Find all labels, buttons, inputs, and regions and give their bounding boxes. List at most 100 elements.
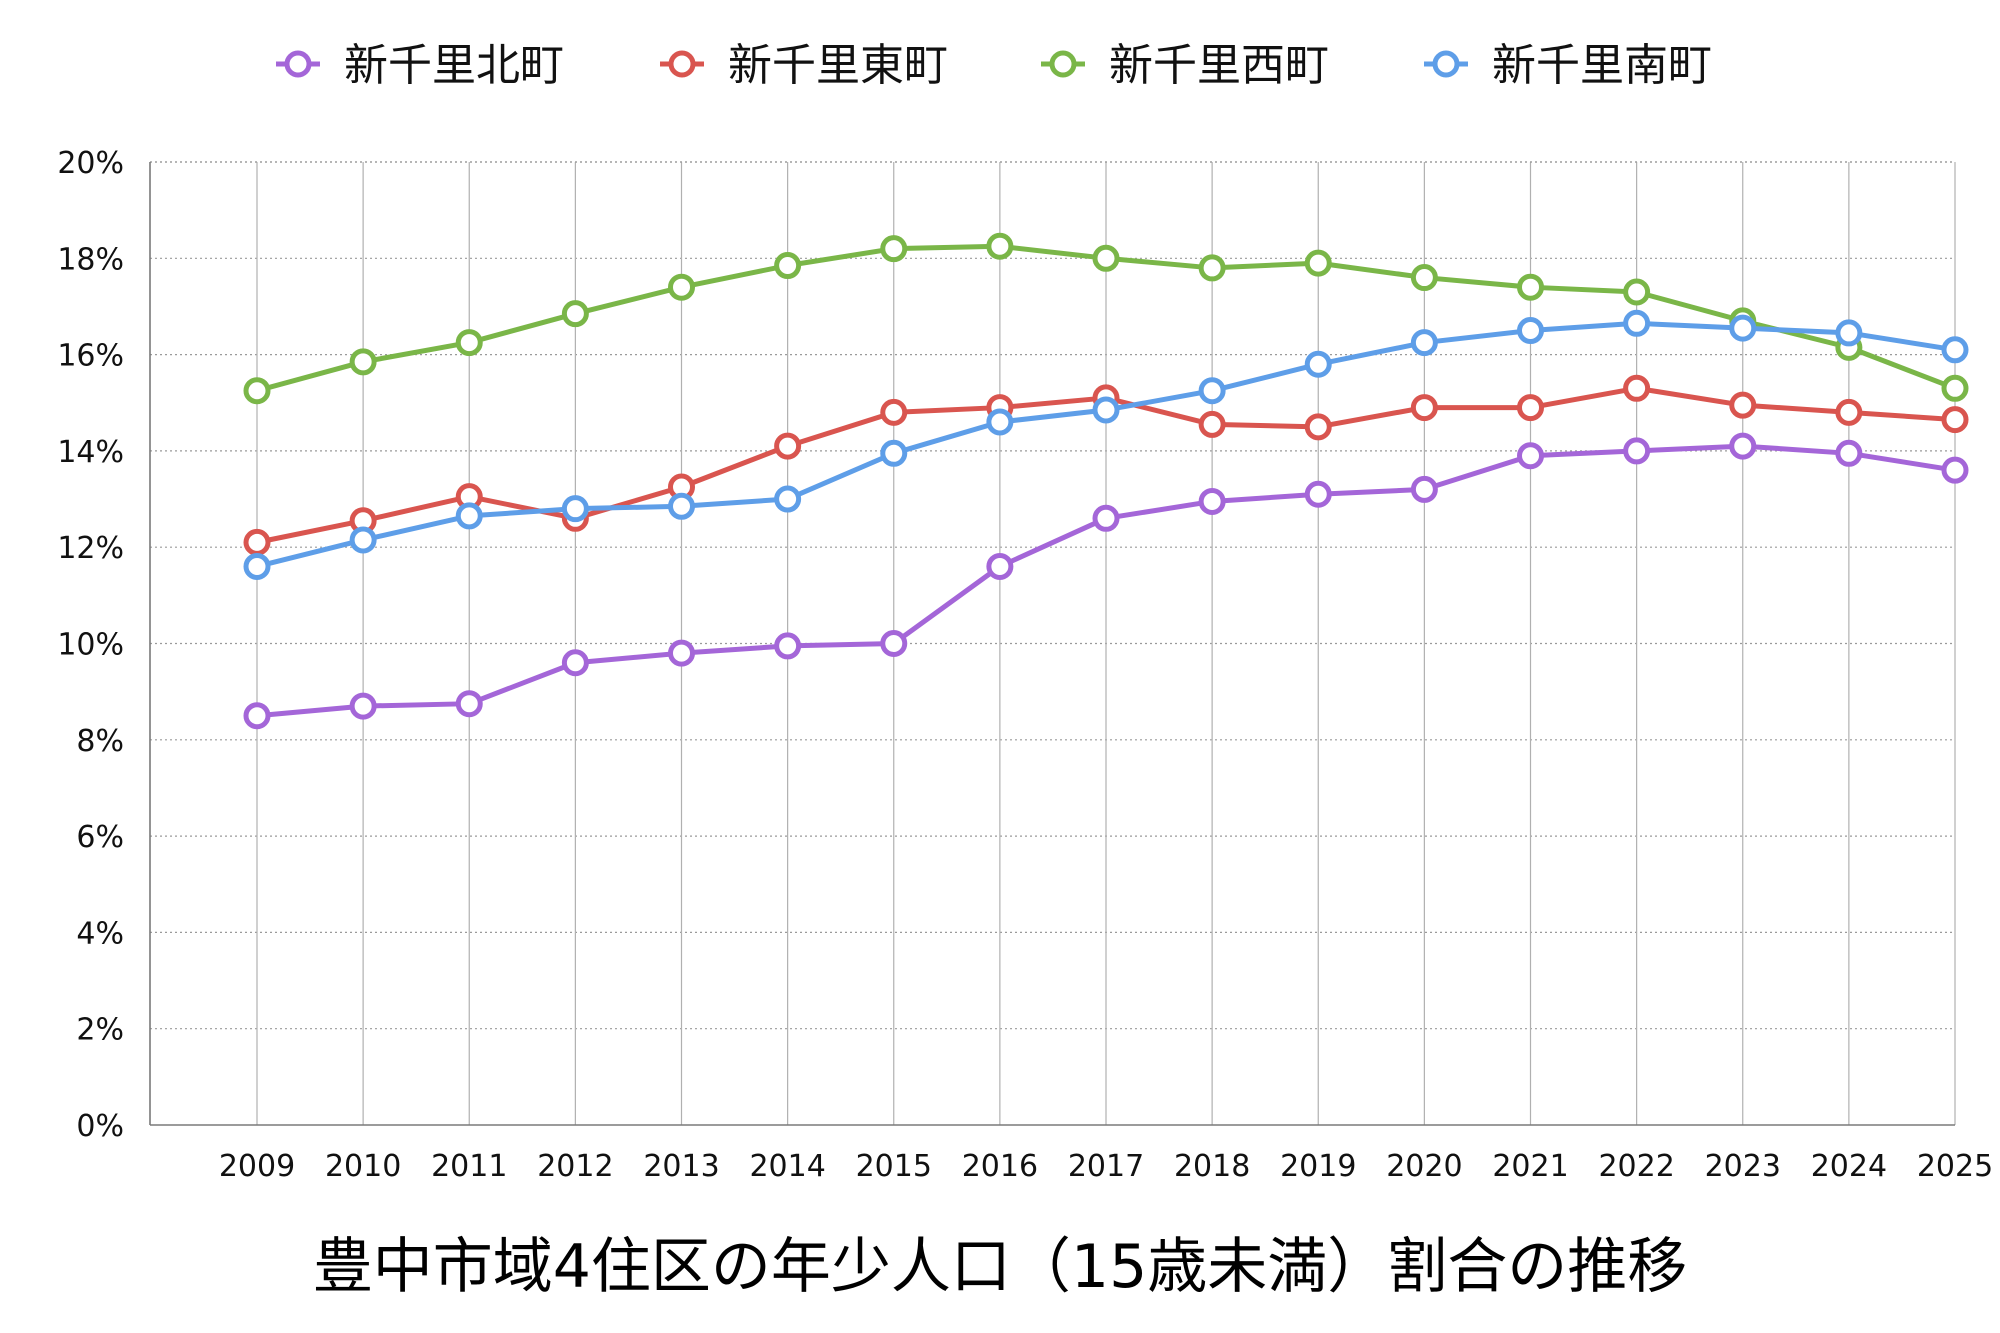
data-point (986, 232, 1014, 260)
data-point (1835, 439, 1863, 467)
x-tick-label: 2012 (537, 1149, 613, 1184)
data-point (1304, 480, 1332, 508)
data-point (1835, 398, 1863, 426)
x-tick-label: 2017 (1068, 1149, 1144, 1184)
data-point (1092, 244, 1120, 272)
x-tick-label: 2014 (749, 1149, 825, 1184)
legend-swatch-marker (668, 50, 696, 78)
data-point (1410, 475, 1438, 503)
x-tick-label: 2018 (1174, 1149, 1250, 1184)
x-tick-label: 2023 (1705, 1149, 1781, 1184)
data-point (1304, 350, 1332, 378)
data-point (1623, 374, 1651, 402)
y-tick-label: 10% (57, 628, 124, 663)
y-tick-label: 2% (76, 1013, 124, 1048)
data-point (455, 690, 483, 718)
data-point (880, 439, 908, 467)
axes: 0% 2% 4% 6% 8% 10% 12% 14% 16% 18% 20% 2009 2010 2011… (57, 146, 1993, 1184)
data-point (349, 526, 377, 554)
y-tick-label: 12% (57, 531, 124, 566)
data-point (668, 639, 695, 667)
legend-label: 新千里北町 (344, 40, 564, 91)
data-point (1835, 319, 1863, 347)
data-point (1198, 254, 1226, 282)
legend-label: 新千里東町 (728, 40, 948, 91)
legend-label: 新千里南町 (1492, 40, 1712, 91)
data-point (668, 273, 695, 301)
legend-item: 新千里南町 (1424, 40, 1712, 91)
data-point (1304, 413, 1332, 441)
data-point (880, 235, 908, 263)
x-tick-label: 2019 (1280, 1149, 1356, 1184)
x-tick-label: 2010 (325, 1149, 401, 1184)
data-point (1198, 377, 1226, 405)
data-point (1623, 437, 1651, 465)
y-tick-label: 18% (57, 242, 124, 277)
series-1 (243, 432, 1969, 730)
data-point (349, 348, 377, 376)
y-tick-label: 16% (57, 339, 124, 374)
data-point (1941, 336, 1969, 364)
data-point (880, 630, 908, 657)
data-point (1941, 406, 1969, 434)
data-point (774, 432, 802, 460)
data-point (1729, 432, 1757, 460)
data-point (243, 702, 271, 730)
data-point (1092, 504, 1120, 532)
data-point (243, 552, 271, 580)
data-point (1410, 394, 1438, 422)
data-point (1198, 487, 1226, 515)
data-point (243, 528, 271, 556)
data-point (561, 300, 589, 328)
series-4 (243, 309, 1969, 580)
data-point (1729, 314, 1757, 342)
y-tick-label: 6% (76, 820, 124, 855)
legend-item: 新千里北町 (276, 40, 564, 91)
data-point (1092, 396, 1120, 424)
data-point (1517, 317, 1544, 345)
x-tick-label: 2022 (1598, 1149, 1674, 1184)
data-point (1304, 249, 1332, 277)
x-tick-label: 2016 (962, 1149, 1038, 1184)
x-tick-label: 2024 (1811, 1149, 1887, 1184)
data-point (1410, 329, 1438, 357)
data-point (455, 502, 483, 530)
data-point (986, 408, 1014, 436)
legend-item: 新千里西町 (1041, 40, 1329, 91)
x-tick-label: 2020 (1386, 1149, 1462, 1184)
data-point (1941, 374, 1969, 402)
series-3 (243, 232, 1969, 405)
legend: 新千里北町 新千里東町 新千里西町 新千里南町 (276, 40, 1712, 91)
data-point (1623, 278, 1651, 306)
chart-title: 豊中市域4住区の年少人口（15歳未満）割合の推移 (313, 1232, 1688, 1302)
legend-label: 新千里西町 (1109, 40, 1329, 91)
x-tick-label: 2013 (643, 1149, 719, 1184)
data-point (1941, 456, 1969, 484)
legend-swatch-marker (1432, 50, 1460, 78)
series-layer (243, 232, 1969, 730)
data-point (774, 485, 802, 513)
y-tick-label: 4% (76, 916, 124, 951)
x-tick-label: 2021 (1492, 1149, 1568, 1184)
data-point (986, 552, 1014, 580)
y-tick-label: 14% (57, 435, 124, 470)
data-point (1517, 394, 1544, 422)
data-point (349, 692, 377, 720)
data-point (243, 377, 271, 405)
data-point (1517, 273, 1544, 301)
x-tick-label: 2025 (1917, 1149, 1993, 1184)
data-point (880, 398, 908, 426)
legend-swatch-marker (1049, 50, 1077, 78)
legend-swatch-marker (284, 50, 312, 78)
y-tick-label: 8% (76, 724, 124, 759)
data-point (561, 495, 589, 523)
data-point (774, 252, 802, 280)
data-point (1517, 442, 1544, 470)
x-tick-label: 2011 (431, 1149, 507, 1184)
x-tick-label: 2015 (856, 1149, 932, 1184)
data-point (668, 492, 695, 520)
data-point (561, 649, 589, 677)
legend-item: 新千里東町 (660, 40, 948, 91)
